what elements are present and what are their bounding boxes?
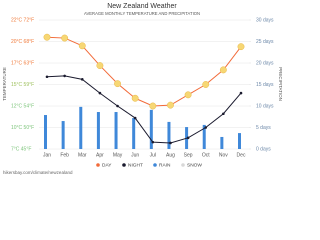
chart: New Zealand Weather AVERAGE MONTHLY TEMP… bbox=[2, 3, 283, 175]
marker bbox=[237, 43, 245, 51]
marker bbox=[80, 78, 84, 81]
marker bbox=[96, 62, 104, 70]
legend-swatch bbox=[96, 163, 100, 167]
x-tick-label: Jun bbox=[131, 152, 139, 158]
bar bbox=[79, 106, 83, 149]
x-tick-label: Sep bbox=[184, 152, 193, 158]
x-tick-label: Jul bbox=[150, 152, 156, 158]
chart-title: New Zealand Weather bbox=[107, 3, 177, 10]
marker bbox=[45, 75, 49, 79]
legend-label: RAIN bbox=[159, 162, 171, 168]
bar bbox=[96, 112, 100, 149]
marker bbox=[116, 104, 119, 108]
bar bbox=[202, 124, 206, 149]
bar bbox=[132, 118, 136, 149]
marker bbox=[61, 34, 69, 42]
marker bbox=[131, 94, 139, 102]
marker bbox=[167, 101, 174, 109]
marker bbox=[78, 42, 86, 50]
y2-tick-label: 30 days bbox=[256, 17, 274, 23]
y-tick-label: 17°C 63°F bbox=[11, 60, 34, 66]
marker bbox=[219, 66, 227, 74]
x-tick-label: Feb bbox=[60, 152, 69, 158]
y-tick-label: 10°C 50°F bbox=[11, 125, 34, 131]
marker bbox=[184, 91, 192, 99]
y-axis-title: TEMPERATURE bbox=[2, 67, 7, 101]
footer: hikersbay.com/climate/newzealand bbox=[3, 170, 73, 175]
bar bbox=[44, 115, 47, 149]
x-tick-label: Oct bbox=[202, 152, 210, 158]
x-tick-label: Mar bbox=[78, 152, 87, 158]
x-tick-label: Dec bbox=[237, 152, 246, 158]
legend-label: NIGHT bbox=[128, 162, 143, 168]
y2-tick-label: 20 days bbox=[256, 60, 274, 66]
bar bbox=[167, 121, 171, 149]
line bbox=[46, 75, 242, 144]
bar bbox=[114, 112, 118, 149]
marker bbox=[149, 102, 157, 110]
marker bbox=[43, 33, 51, 41]
chart-subtitle: AVERAGE MONTHLY TEMPERATURE AND PRECIPIT… bbox=[84, 11, 200, 16]
y2-tick-label: 10 days bbox=[256, 103, 274, 109]
marker bbox=[151, 140, 155, 144]
y2-tick-label: 5 days bbox=[256, 125, 271, 131]
marker bbox=[63, 74, 66, 78]
x-tick-label: Nov bbox=[219, 152, 228, 158]
x-tick-label: Jan bbox=[43, 152, 51, 158]
legend-label: DAY bbox=[102, 162, 112, 168]
line bbox=[46, 36, 242, 107]
marker bbox=[186, 136, 190, 140]
x-tick-label: Apr bbox=[96, 152, 104, 158]
x-tick-label: Aug bbox=[166, 152, 175, 158]
marker bbox=[133, 116, 137, 120]
bar bbox=[149, 109, 153, 149]
marker bbox=[239, 91, 243, 95]
y-tick-label: 20°C 68°F bbox=[11, 39, 34, 45]
y-tick-label: 12°C 54°F bbox=[11, 103, 34, 109]
legend-swatch bbox=[122, 163, 126, 167]
y-tick-label: 7°C 45°F bbox=[11, 146, 31, 152]
marker bbox=[98, 91, 102, 95]
legend-swatch bbox=[181, 163, 185, 167]
y-tick-label: 22°C 72°F bbox=[11, 17, 34, 23]
y-tick-label: 15°C 59°F bbox=[11, 82, 34, 88]
marker bbox=[202, 81, 210, 88]
legend-swatch bbox=[153, 163, 157, 167]
y2-tick-label: 15 days bbox=[256, 82, 274, 88]
legend-label: SNOW bbox=[187, 162, 202, 168]
y2-axis-title: PRECIPITATION bbox=[278, 67, 283, 101]
marker bbox=[114, 80, 121, 88]
y2-tick-label: 25 days bbox=[256, 39, 274, 45]
marker bbox=[204, 126, 208, 129]
bar bbox=[220, 136, 224, 149]
bar bbox=[61, 121, 65, 149]
bar bbox=[238, 133, 241, 149]
marker bbox=[169, 141, 172, 145]
y2-tick-label: 0 days bbox=[256, 146, 271, 152]
marker bbox=[222, 112, 225, 116]
x-tick-label: May bbox=[113, 152, 123, 158]
